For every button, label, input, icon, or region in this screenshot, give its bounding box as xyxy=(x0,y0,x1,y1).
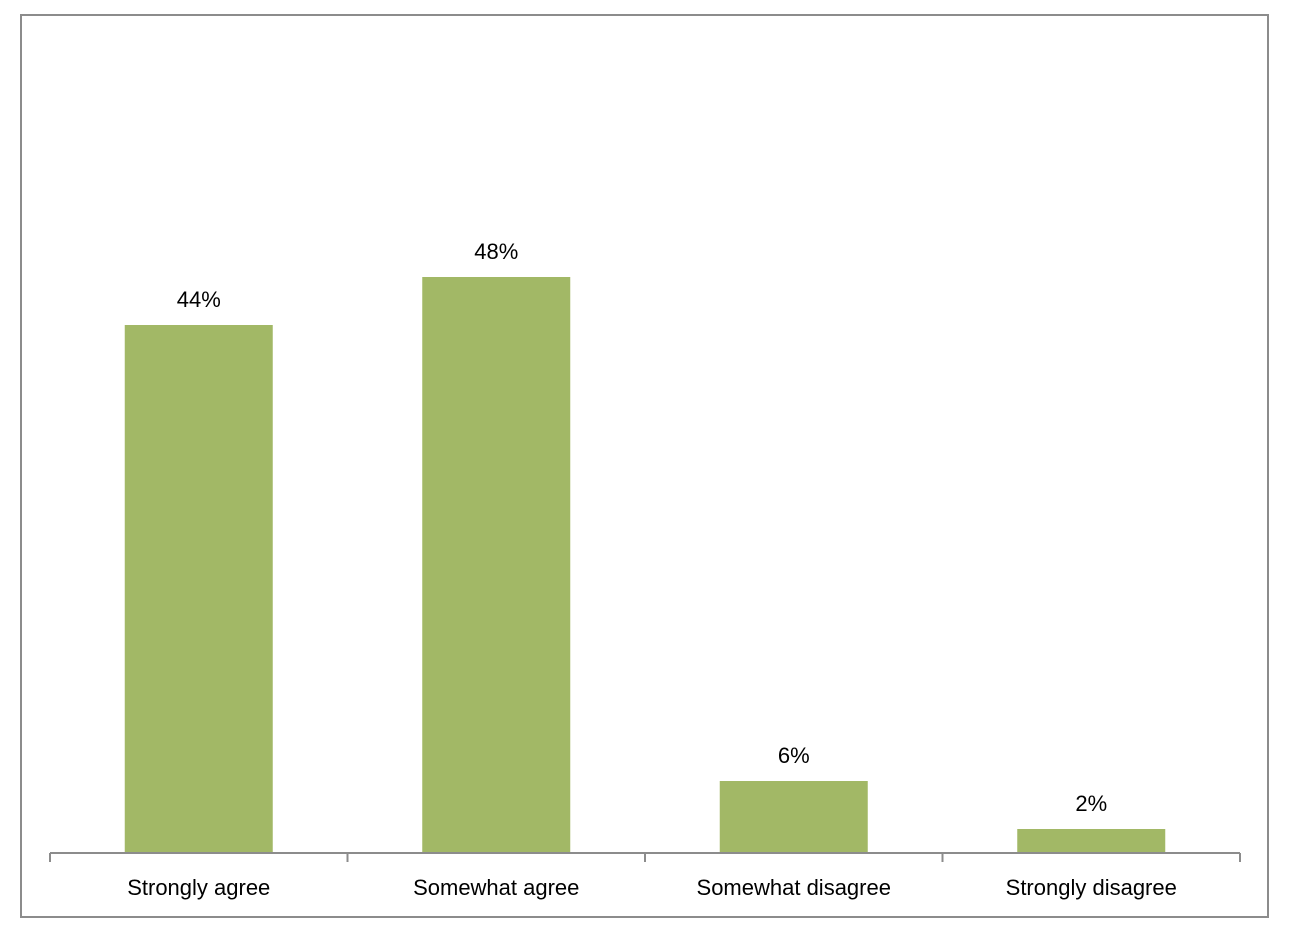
data-label: 2% xyxy=(1075,791,1107,816)
bar-strongly-agree xyxy=(124,325,273,853)
data-label: 6% xyxy=(778,743,810,768)
category-label: Somewhat agree xyxy=(413,875,579,900)
data-labels-layer: 44% 48% 6% 2% xyxy=(177,239,1107,816)
data-label: 48% xyxy=(474,239,518,264)
bar-strongly-disagree xyxy=(1017,829,1166,853)
data-label: 44% xyxy=(177,287,221,312)
category-label: Strongly disagree xyxy=(1006,875,1177,900)
category-labels-layer: Strongly agree Somewhat agree Somewhat dis… xyxy=(127,875,1177,900)
bar-somewhat-agree xyxy=(422,277,571,853)
bar-somewhat-disagree xyxy=(719,781,868,853)
category-label: Strongly agree xyxy=(127,875,270,900)
category-label: Somewhat disagree xyxy=(697,875,891,900)
x-axis-ticks xyxy=(49,853,1241,862)
bars-layer xyxy=(124,277,1166,853)
